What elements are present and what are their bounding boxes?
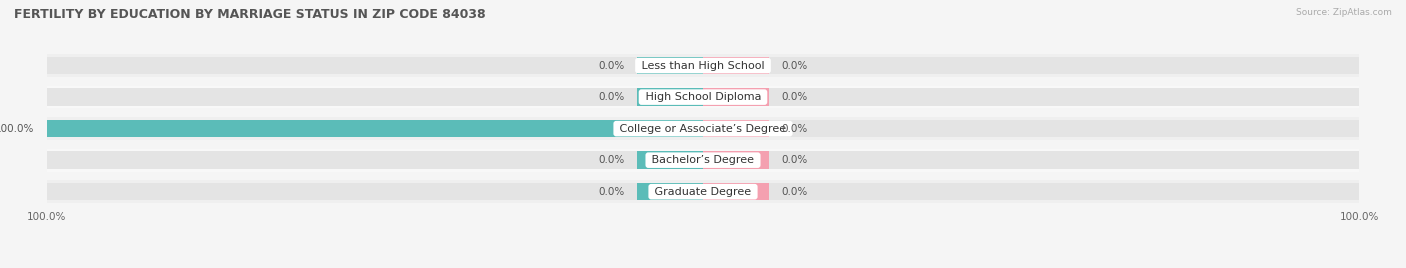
Bar [46,117,1360,140]
Text: Bachelor’s Degree: Bachelor’s Degree [648,155,758,165]
Text: 0.0%: 0.0% [598,92,624,102]
Legend: Married, Unmarried: Married, Unmarried [620,267,786,268]
Bar [46,54,1360,77]
Text: College or Associate’s Degree: College or Associate’s Degree [616,124,790,134]
Bar [703,57,769,74]
Bar [46,151,1360,169]
Bar [703,183,769,200]
Bar [637,183,703,200]
Bar [637,88,703,106]
Bar [46,57,1360,74]
Text: 0.0%: 0.0% [598,61,624,70]
Bar [46,149,1360,172]
Bar [46,183,1360,200]
Text: FERTILITY BY EDUCATION BY MARRIAGE STATUS IN ZIP CODE 84038: FERTILITY BY EDUCATION BY MARRIAGE STATU… [14,8,485,21]
Text: 0.0%: 0.0% [598,187,624,197]
Bar [703,151,769,169]
Bar [637,151,703,169]
Text: Source: ZipAtlas.com: Source: ZipAtlas.com [1296,8,1392,17]
Text: Graduate Degree: Graduate Degree [651,187,755,197]
Bar [46,86,1360,109]
Text: 0.0%: 0.0% [782,61,808,70]
Text: 0.0%: 0.0% [782,92,808,102]
Bar [46,120,1360,137]
Text: 0.0%: 0.0% [782,124,808,134]
Bar [703,120,769,137]
Text: 100.0%: 100.0% [0,124,34,134]
Text: 0.0%: 0.0% [782,155,808,165]
Text: 0.0%: 0.0% [598,155,624,165]
Bar [46,180,1360,203]
Text: 0.0%: 0.0% [782,187,808,197]
Text: Less than High School: Less than High School [638,61,768,70]
Bar [46,88,1360,106]
Bar [637,57,703,74]
Bar [46,120,703,137]
Text: High School Diploma: High School Diploma [641,92,765,102]
Bar [703,88,769,106]
